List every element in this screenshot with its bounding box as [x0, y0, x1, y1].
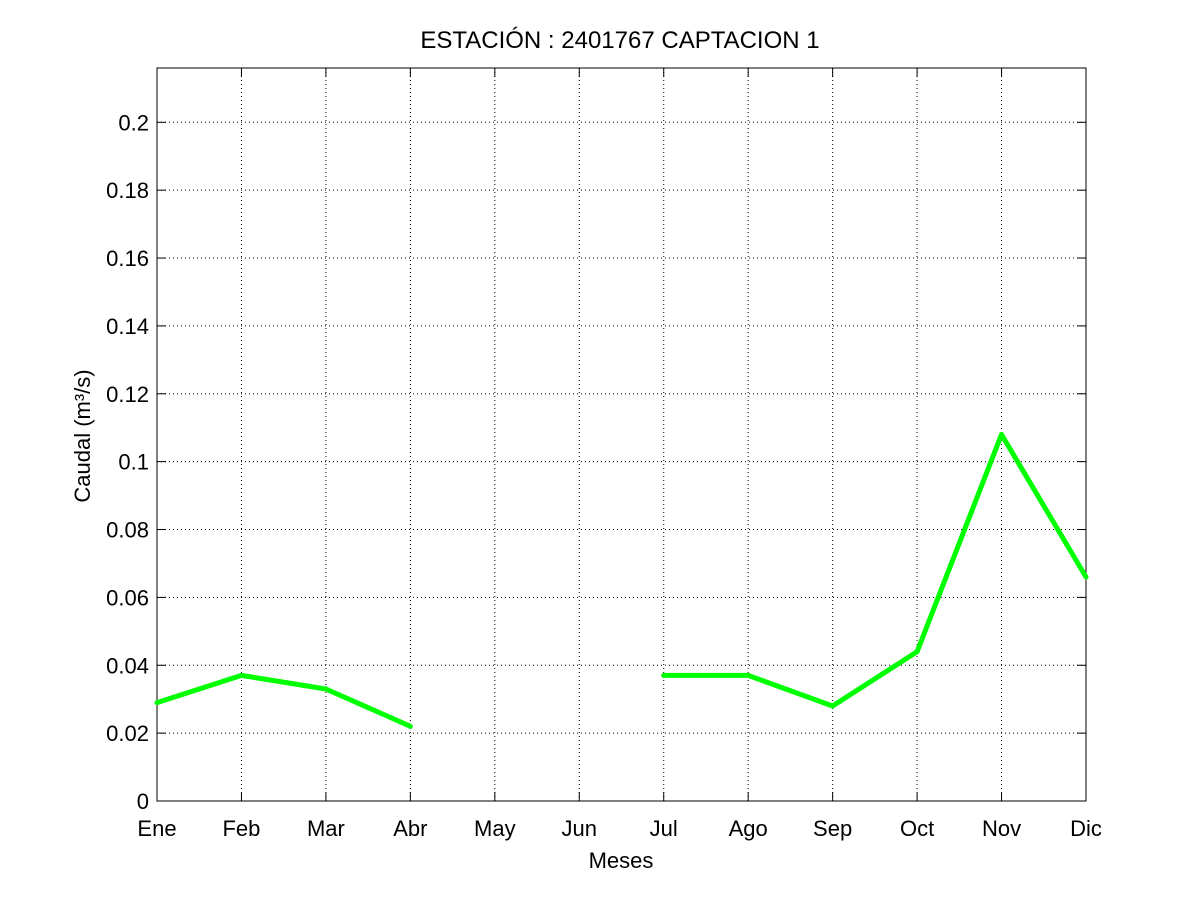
series-line-segment [663, 432, 1089, 709]
y-tick-labels: 0 0.02 0.04 0.06 0.08 0.1 0.12 0.14 0.16 0.18 0.2 [106, 110, 149, 814]
x-tick-labels: Ene Feb Mar Abr May Jun Jul Ago Sep Oct Nov Dic [137, 816, 1101, 841]
y-tick-label: 0.16 [106, 246, 149, 271]
y-axis-label: Caudal (m³/s) [70, 369, 95, 502]
y-tick-label: 0.1 [118, 450, 149, 475]
y-tick-label: 0 [137, 789, 149, 814]
x-tick-label: Sep [813, 816, 852, 841]
y-tick-label: 0.12 [106, 382, 149, 407]
data-point [745, 672, 751, 678]
data-point [238, 672, 244, 678]
x-tick-label: Oct [900, 816, 934, 841]
grid-layer [157, 68, 1086, 801]
data-point [999, 432, 1005, 437]
plot-area-frame [156, 67, 1087, 802]
data-point [830, 703, 836, 709]
series-line-segment [156, 672, 412, 729]
x-tick-label: Abr [393, 816, 427, 841]
x-tick-label: Jun [562, 816, 597, 841]
chart-title: ESTACIÓN : 2401767 CAPTACION 1 [420, 27, 819, 54]
x-axis-label: Meses [589, 848, 654, 873]
data-point [914, 649, 920, 655]
series-layer [154, 432, 1089, 729]
x-tick-label: Mar [307, 816, 345, 841]
data-point [154, 700, 160, 706]
y-tick-label: 0.04 [106, 653, 149, 678]
x-tick-label: Jul [650, 816, 678, 841]
x-tick-label: Nov [982, 816, 1021, 841]
data-point [323, 686, 329, 692]
x-tick-label: Ene [137, 816, 176, 841]
y-tick-label: 0.14 [106, 314, 149, 339]
x-tick-label: Dic [1070, 816, 1102, 841]
y-tick-label: 0.18 [106, 178, 149, 203]
x-tick-label: May [474, 816, 516, 841]
y-tick-label: 0.06 [106, 585, 149, 610]
data-point [1083, 574, 1089, 580]
data-point [407, 723, 413, 729]
y-tick-label: 0.08 [106, 518, 149, 543]
x-tick-label: Feb [222, 816, 260, 841]
tick-marks [156, 68, 1087, 802]
y-tick-label: 0.02 [106, 721, 149, 746]
data-point [661, 672, 667, 678]
x-tick-label: Ago [729, 816, 768, 841]
y-tick-label: 0.2 [118, 110, 149, 135]
